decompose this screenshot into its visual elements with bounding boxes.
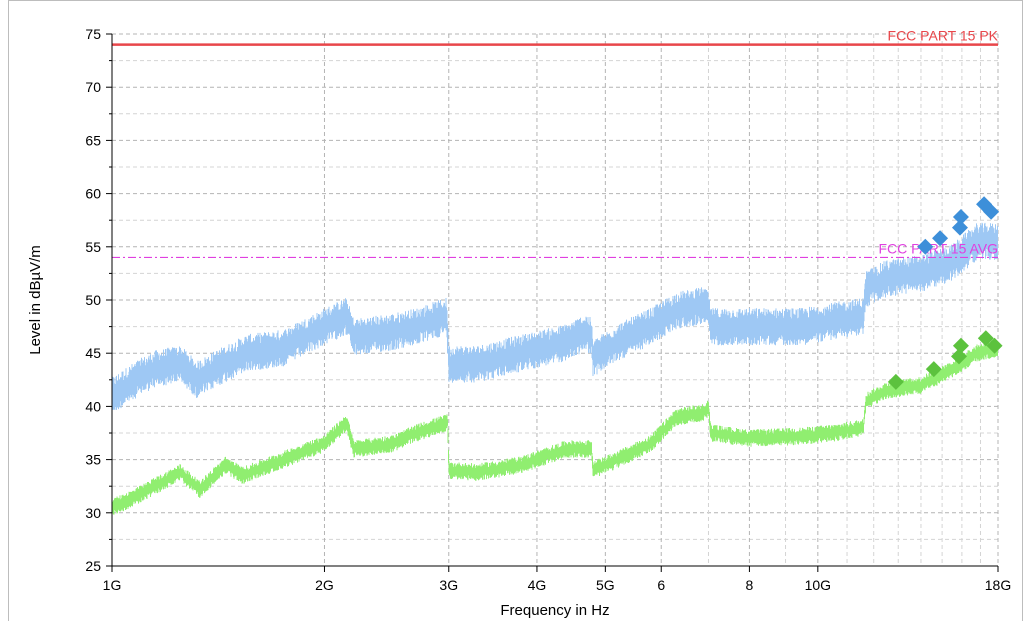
peak-marker [917, 238, 934, 255]
y-tick-label: 30 [85, 505, 101, 521]
x-tick-label: 1G [103, 577, 122, 593]
peak-marker [983, 203, 1000, 220]
x-tick-label: 2G [315, 577, 334, 593]
y-axis-title: Level in dBµV/m [27, 245, 44, 355]
y-tick-label: 45 [85, 345, 101, 361]
y-tick-label: 60 [85, 186, 101, 202]
y-tick-label: 70 [85, 79, 101, 95]
series-band [112, 222, 998, 411]
y-tick-label: 50 [85, 292, 101, 308]
x-tick-label: 4G [528, 577, 547, 593]
series-layer [112, 222, 998, 515]
y-tick-label: 55 [85, 239, 101, 255]
peak-marker [977, 330, 994, 347]
limit-label: FCC PART 15 PK [888, 28, 999, 44]
series-trace [112, 222, 998, 411]
peak-marker [932, 230, 949, 247]
x-tick-label: 6 [657, 577, 665, 593]
y-tick-label: 40 [85, 398, 101, 414]
x-tick-label: 10G [805, 577, 831, 593]
peak-marker [887, 373, 904, 390]
limit-layer: FCC PART 15 PK FCC PART 15 AVG [112, 28, 999, 259]
limit-label: FCC PART 15 AVG [878, 240, 998, 256]
peak-marker [952, 209, 969, 226]
y-tick-label: 65 [85, 132, 101, 148]
peak-marker [986, 337, 1003, 354]
y-tick-label: 75 [85, 26, 101, 42]
peak-marker [952, 337, 969, 354]
chart-frame [8, 0, 1023, 621]
peak-marker [951, 348, 968, 365]
grid [111, 33, 999, 567]
y-tick-label: 25 [85, 558, 101, 574]
peak-marker [925, 361, 942, 378]
axes: 25 30 35 40 45 50 55 60 65 70 75 1G 2G 3G 4G 5G 6 8 10G 18G [85, 26, 1011, 593]
x-tick-label: 8 [746, 577, 754, 593]
peak-marker [951, 219, 968, 236]
x-tick-label: 18G [985, 577, 1011, 593]
marker-layer [887, 196, 1003, 390]
series-trace [112, 340, 998, 515]
y-tick-label: 35 [85, 452, 101, 468]
x-axis-title: Frequency in Hz [500, 602, 609, 619]
x-tick-label: 5G [596, 577, 615, 593]
series-band [112, 340, 998, 515]
x-tick-label: 3G [439, 577, 458, 593]
